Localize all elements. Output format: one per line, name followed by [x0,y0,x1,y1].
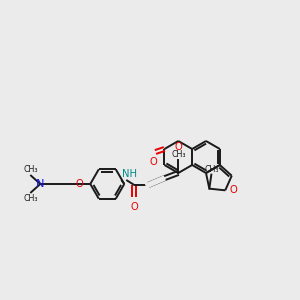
Text: O: O [174,142,182,152]
Text: CH₃: CH₃ [171,150,185,159]
Text: N: N [36,179,44,189]
Text: CH₃: CH₃ [23,194,38,203]
Text: O: O [150,157,157,167]
Text: NH: NH [122,169,137,179]
Text: O: O [75,179,83,189]
Text: CH₃: CH₃ [23,165,38,174]
Text: CH₃: CH₃ [204,165,219,174]
Text: O: O [130,202,138,212]
Text: O: O [229,185,237,195]
